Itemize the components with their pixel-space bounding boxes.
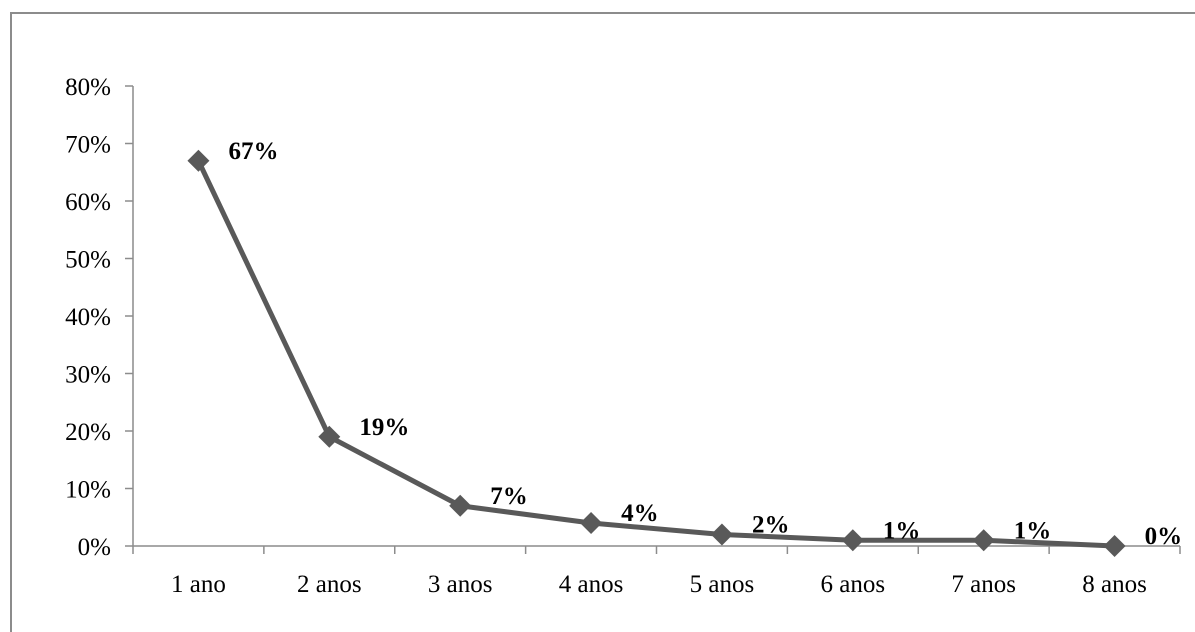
x-axis-tick-labels: 1 ano 2 anos 3 anos 4 anos 5 anos 6 anos 7 ano… (171, 571, 1147, 598)
x-tick-label: 1 ano (171, 571, 226, 598)
x-tick-label: 3 anos (428, 571, 493, 598)
data-label: 2% (752, 512, 790, 539)
y-tick-label: 60% (65, 189, 111, 216)
data-point-marker (710, 523, 733, 546)
data-label: 67% (228, 138, 278, 165)
chart-frame (10, 12, 1195, 632)
y-tick-label: 80% (65, 74, 111, 101)
series-markers (187, 149, 1126, 557)
data-labels: 67% 19% 7% 4% 2% 1% 1% 0% (228, 138, 1182, 550)
data-point-marker (1103, 535, 1126, 557)
y-tick-label: 40% (65, 304, 111, 331)
y-tick-label: 50% (65, 247, 111, 274)
x-tick-label: 4 anos (559, 571, 624, 598)
y-tick-label: 0% (78, 534, 111, 561)
x-tick-label: 8 anos (1082, 571, 1147, 598)
y-tick-label: 30% (65, 362, 111, 389)
data-label: 19% (359, 414, 409, 441)
y-tick-label: 20% (65, 419, 111, 446)
x-tick-label: 6 anos (821, 571, 886, 598)
y-tick-label: 70% (65, 132, 111, 159)
chart-axes (125, 85, 1181, 554)
y-axis-tick-labels: 0% 10% 20% 30% 40% 50% 60% 70% 80% (65, 74, 111, 561)
data-label: 4% (621, 500, 659, 527)
y-tick-label: 10% (65, 477, 111, 504)
x-tick-label: 2 anos (297, 571, 362, 598)
data-point-marker (580, 512, 603, 534)
data-label: 7% (490, 483, 528, 510)
series-polyline (196, 159, 1115, 549)
data-point-marker (841, 529, 864, 552)
series-line (196, 159, 1115, 549)
x-tick-label: 7 anos (951, 571, 1016, 598)
data-label: 1% (1014, 517, 1052, 544)
data-point-marker (449, 494, 472, 517)
data-point-marker (318, 425, 341, 448)
data-point-marker (972, 529, 995, 552)
x-tick-label: 5 anos (690, 571, 755, 598)
data-label: 0% (1145, 523, 1183, 550)
data-label: 1% (883, 517, 921, 544)
data-point-marker (187, 149, 210, 172)
